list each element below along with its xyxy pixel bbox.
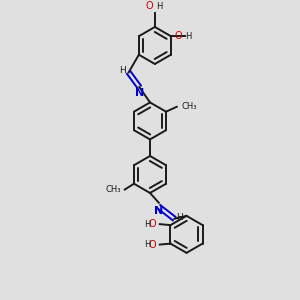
Text: H: H xyxy=(119,66,126,75)
Text: H: H xyxy=(144,240,150,249)
Text: H: H xyxy=(185,32,192,41)
Text: CH₃: CH₃ xyxy=(181,102,196,111)
Text: H: H xyxy=(176,213,183,222)
Text: N: N xyxy=(154,206,164,216)
Text: H: H xyxy=(156,2,162,11)
Text: H: H xyxy=(144,220,150,229)
Text: O: O xyxy=(145,2,153,11)
Text: O: O xyxy=(148,240,156,250)
Text: N: N xyxy=(135,88,144,98)
Text: O: O xyxy=(148,219,156,229)
Text: CH₃: CH₃ xyxy=(105,185,121,194)
Text: O: O xyxy=(175,31,183,41)
